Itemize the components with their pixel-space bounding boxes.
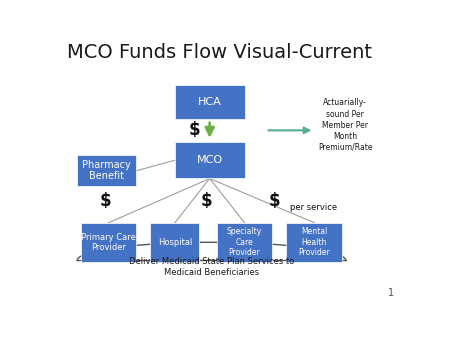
Text: MCO: MCO xyxy=(197,155,223,165)
Text: $: $ xyxy=(188,121,200,139)
FancyBboxPatch shape xyxy=(175,142,245,178)
Text: MCO Funds Flow Visual-Current: MCO Funds Flow Visual-Current xyxy=(67,43,372,62)
Text: Hospital: Hospital xyxy=(158,238,192,247)
Text: Mental
Health
Provider: Mental Health Provider xyxy=(298,227,330,257)
Text: Primary Care
Provider: Primary Care Provider xyxy=(81,233,136,252)
Text: Actuarially-
sound Per
Member Per
Month
Premium/Rate: Actuarially- sound Per Member Per Month … xyxy=(318,98,372,152)
Text: $: $ xyxy=(99,192,111,210)
Text: Pharmacy
Benefit: Pharmacy Benefit xyxy=(82,160,131,182)
Text: 1: 1 xyxy=(388,288,395,298)
FancyBboxPatch shape xyxy=(217,223,273,262)
FancyBboxPatch shape xyxy=(287,223,342,262)
FancyBboxPatch shape xyxy=(150,223,199,262)
Text: $: $ xyxy=(269,192,281,210)
FancyBboxPatch shape xyxy=(81,223,136,262)
Text: Specialty
Care
Provider: Specialty Care Provider xyxy=(227,227,262,257)
FancyBboxPatch shape xyxy=(175,85,245,119)
Text: Deliver Medicaid State Plan Services to
Medicaid Beneficiaries: Deliver Medicaid State Plan Services to … xyxy=(129,257,294,277)
Text: $: $ xyxy=(200,192,212,210)
Text: per service: per service xyxy=(290,203,337,212)
FancyBboxPatch shape xyxy=(77,155,136,186)
Text: HCA: HCA xyxy=(198,97,221,107)
